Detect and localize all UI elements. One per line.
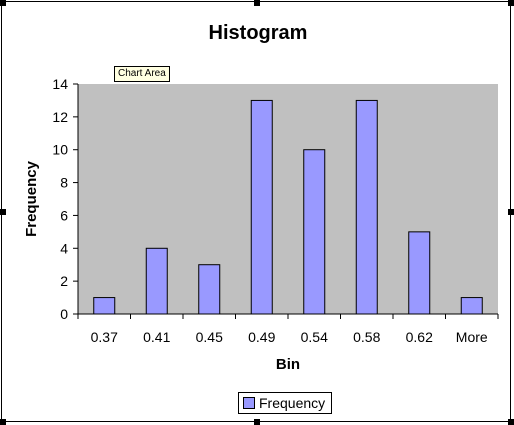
x-tick-label: 0.45 — [196, 329, 223, 345]
bar-0.58[interactable] — [355, 99, 378, 315]
bar-0.62[interactable] — [408, 231, 431, 315]
y-tick-label: 0 — [60, 306, 68, 322]
selection-handle-bottom-right[interactable] — [508, 419, 514, 425]
selection-handle-bottom-center[interactable] — [254, 419, 260, 425]
x-tick-label: 0.54 — [301, 329, 328, 345]
bar-0.37[interactable] — [93, 297, 116, 315]
y-tick-label: 12 — [52, 109, 68, 125]
selection-handle-bottom-left[interactable] — [0, 419, 6, 425]
y-tick-label: 8 — [60, 175, 68, 191]
x-tick-label: 0.49 — [248, 329, 275, 345]
x-tick-label: 0.37 — [91, 329, 118, 345]
x-tick-label: More — [456, 329, 488, 345]
selection-handle-top-right[interactable] — [508, 0, 514, 6]
axes-group — [73, 83, 499, 319]
bar-0.41[interactable] — [145, 247, 168, 315]
y-tick-labels: 0 2 4 6 8 10 12 14 — [52, 76, 68, 322]
bar-0.45[interactable] — [198, 264, 221, 315]
y-tick-label: 2 — [60, 273, 68, 289]
legend[interactable]: Frequency — [238, 392, 333, 414]
legend-swatch — [243, 397, 255, 409]
x-tick-label: 0.62 — [406, 329, 433, 345]
bars-group — [93, 99, 483, 315]
y-tick-label: 4 — [60, 240, 68, 256]
chart-area-tooltip: Chart Area — [114, 66, 170, 82]
selection-handle-top-left[interactable] — [0, 0, 6, 6]
selection-handle-top-center[interactable] — [254, 0, 260, 6]
selection-handle-middle-left[interactable] — [0, 209, 6, 215]
y-tick-label: 6 — [60, 207, 68, 223]
x-tick-label: 0.41 — [143, 329, 170, 345]
bar-0.54[interactable] — [303, 149, 326, 315]
chart-title: Histogram — [209, 22, 308, 44]
bar-More[interactable] — [460, 297, 483, 315]
y-tick-label: 14 — [52, 76, 68, 92]
legend-label: Frequency — [259, 395, 326, 411]
x-tick-labels: 0.37 0.41 0.45 0.49 0.54 0.58 0.62 More — [91, 329, 488, 345]
x-axis-title: Bin — [276, 356, 300, 373]
plot-area[interactable] — [78, 84, 498, 314]
x-tick-label: 0.58 — [353, 329, 380, 345]
bar-0.49[interactable] — [250, 99, 273, 315]
y-axis-title: Frequency — [23, 160, 40, 237]
selection-handle-middle-right[interactable] — [508, 209, 514, 215]
y-tick-label: 10 — [52, 142, 68, 158]
